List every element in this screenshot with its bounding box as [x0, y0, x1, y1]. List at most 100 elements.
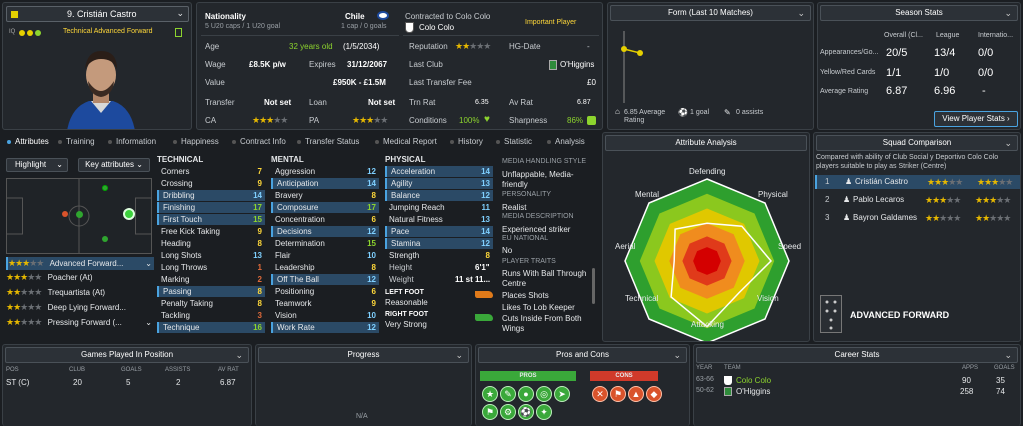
attribute-row[interactable]: Passing 8: [157, 286, 265, 297]
role-row[interactable]: ★★★★★ Trequartista (At): [6, 287, 106, 297]
games-header[interactable]: Games Played In Position ⌄: [5, 347, 249, 363]
con-header-icon[interactable]: ▲: [628, 386, 644, 402]
career-team[interactable]: Colo Colo: [736, 376, 772, 385]
wage-value: £8.5K p/w: [249, 60, 286, 69]
tab-happiness[interactable]: Happiness: [173, 136, 219, 148]
attribute-row[interactable]: Penalty Taking 8: [157, 298, 265, 309]
con-mark-icon[interactable]: ⚑: [610, 386, 626, 402]
attribute-row[interactable]: Free Kick Taking 9: [157, 226, 265, 237]
attribute-row[interactable]: Pace 14: [385, 226, 493, 237]
attribute-row[interactable]: Crossing 9: [157, 178, 265, 189]
key-attributes-dropdown[interactable]: Key attributes ⌄: [78, 158, 150, 172]
attribute-row[interactable]: Strength 8: [385, 250, 493, 261]
eu-value: No: [502, 246, 513, 255]
pro-skill-icon[interactable]: ✦: [536, 404, 552, 420]
attribute-row[interactable]: Bravery 8: [271, 190, 379, 201]
squad-row[interactable]: 1 ♟ Cristián Castro ★★★★★ ★★★★★: [815, 175, 1020, 189]
attribute-row[interactable]: Long Shots 13: [157, 250, 265, 261]
role-row[interactable]: ★★★★★ Poacher (At): [6, 272, 93, 282]
pro-star-icon[interactable]: ★: [482, 386, 498, 402]
attribute-row[interactable]: Work Rate 12: [271, 322, 379, 333]
contracted-label: Contracted to Colo Colo: [405, 12, 491, 21]
attribute-row[interactable]: Flair 10: [271, 250, 379, 261]
form-header[interactable]: Form (Last 10 Matches) ⌄: [610, 5, 811, 21]
pro-target-icon[interactable]: ◎: [536, 386, 552, 402]
clipboard-icon[interactable]: [175, 28, 182, 37]
attribute-row[interactable]: Concentration 6: [271, 214, 379, 225]
attribute-row[interactable]: Teamwork 9: [271, 298, 379, 309]
attribute-row[interactable]: Tackling 3: [157, 310, 265, 321]
season-header[interactable]: Season Stats ⌄: [820, 5, 1018, 21]
squad-header[interactable]: Squad Comparison ⌄: [816, 135, 1018, 151]
career-header[interactable]: Career Stats ⌄: [696, 347, 1018, 363]
player-name-dropdown[interactable]: 9. Cristián Castro ⌄: [6, 6, 189, 22]
attribute-row[interactable]: Composure 17: [271, 202, 379, 213]
attribute-row[interactable]: Marking 2: [157, 274, 265, 285]
tab-analysis[interactable]: Analysis: [547, 136, 585, 148]
club-name[interactable]: Colo Colo: [419, 23, 455, 32]
attribute-row[interactable]: Technique 16: [157, 322, 265, 333]
attribute-name: Tackling: [161, 311, 190, 320]
pro-speed-icon[interactable]: ➤: [554, 386, 570, 402]
attribute-value: 12: [367, 323, 376, 332]
con-tackle-icon[interactable]: ✕: [592, 386, 608, 402]
analysis-header[interactable]: Attribute Analysis: [605, 135, 807, 151]
view-player-stats-button[interactable]: View Player Stats ›: [934, 111, 1018, 127]
attribute-row[interactable]: Leadership 8: [271, 262, 379, 273]
nationality-value[interactable]: Chile: [345, 12, 365, 21]
attribute-row[interactable]: Balance 12: [385, 190, 493, 201]
traits-scrollbar[interactable]: [592, 268, 595, 304]
attribute-row[interactable]: Vision 10: [271, 310, 379, 321]
last-club-value[interactable]: O'Higgins: [560, 60, 595, 69]
attribute-row[interactable]: Heading 8: [157, 238, 265, 249]
attribute-row[interactable]: Jumping Reach 11: [385, 202, 493, 213]
squad-row[interactable]: 2 ♟ Pablo Lecaros ★★★★★ ★★★★★: [815, 193, 1020, 207]
tab-transfer-status[interactable]: Transfer Status: [297, 136, 359, 148]
attribute-row[interactable]: Anticipation 14: [271, 178, 379, 189]
attribute-row[interactable]: Dribbling 14: [157, 190, 265, 201]
con-throw-icon[interactable]: ◆: [646, 386, 662, 402]
pro-finish-icon[interactable]: ⚽: [518, 404, 534, 420]
career-team[interactable]: O'Higgins: [736, 387, 771, 396]
player-name[interactable]: Bayron Galdames: [853, 213, 918, 222]
pro-runner-icon[interactable]: ⚑: [482, 404, 498, 420]
attribute-row[interactable]: Positioning 6: [271, 286, 379, 297]
boot-icon: ✎: [724, 108, 731, 117]
pro-boot-icon[interactable]: ✎: [500, 386, 516, 402]
squad-row[interactable]: 3 ♟ Bayron Galdames ★★★★★ ★★★★★: [815, 211, 1020, 225]
attribute-row[interactable]: First Touch 15: [157, 214, 265, 225]
pa-stars: ★★★★★: [975, 195, 1011, 205]
pro-ball-icon[interactable]: ●: [518, 386, 534, 402]
role-row[interactable]: ★★★★★ Advanced Forward... ⌄: [6, 257, 154, 270]
player-name[interactable]: Pablo Lecaros: [853, 195, 905, 204]
attribute-row[interactable]: Agility 13: [385, 178, 493, 189]
attribute-value: 8: [257, 287, 262, 296]
attribute-value: 12: [367, 227, 376, 236]
role-row[interactable]: ★★★★★ Pressing Forward (... ⌄: [6, 317, 152, 327]
cell-club: 20: [73, 378, 82, 387]
attribute-row[interactable]: Aggression 12: [271, 166, 379, 177]
tab-medical-report[interactable]: Medical Report: [375, 136, 437, 148]
progress-header[interactable]: Progress ⌄: [258, 347, 469, 363]
attribute-row[interactable]: Off The Ball 12: [271, 274, 379, 285]
attribute-row[interactable]: Determination 15: [271, 238, 379, 249]
role-row[interactable]: ★★★★★ Deep Lying Forward...: [6, 302, 126, 312]
attribute-row[interactable]: Finishing 17: [157, 202, 265, 213]
tab-information[interactable]: Information: [108, 136, 156, 148]
tab-statistic[interactable]: Statistic: [496, 136, 532, 148]
tab-history[interactable]: History: [450, 136, 483, 148]
attribute-row[interactable]: Decisions 12: [271, 226, 379, 237]
highlight-dropdown[interactable]: Highlight ⌄: [6, 158, 68, 172]
attribute-row[interactable]: Long Throws 1: [157, 262, 265, 273]
position-marker: [76, 211, 83, 218]
tab-contract-info[interactable]: Contract Info: [232, 136, 286, 148]
attribute-row[interactable]: Stamina 12: [385, 238, 493, 249]
attribute-row[interactable]: Acceleration 14: [385, 166, 493, 177]
tab-training[interactable]: Training: [58, 136, 95, 148]
proscons-header[interactable]: Pros and Cons ⌄: [478, 347, 687, 363]
attribute-row[interactable]: Corners 7: [157, 166, 265, 177]
player-name[interactable]: Cristián Castro: [855, 177, 908, 186]
tab-attributes[interactable]: Attributes: [7, 136, 49, 148]
pro-control-icon[interactable]: ⚙: [500, 404, 516, 420]
attribute-row[interactable]: Natural Fitness 13: [385, 214, 493, 225]
